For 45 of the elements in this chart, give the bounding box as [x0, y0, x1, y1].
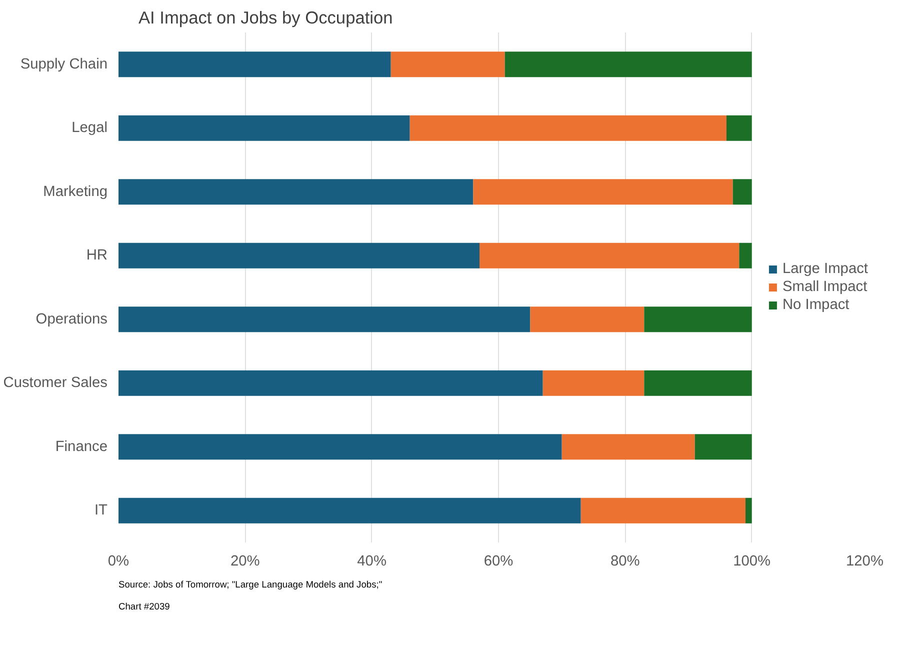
- bar: [746, 498, 752, 524]
- bar: [542, 370, 644, 396]
- text: Chart #2039: [118, 602, 170, 612]
- y-tick-label: Operations: [36, 311, 108, 328]
- bar: [644, 306, 752, 332]
- y-tick-label: Legal: [72, 120, 108, 136]
- x-tick-label: 40%: [357, 554, 387, 570]
- x-tick-label: 100%: [733, 554, 771, 570]
- bar: [739, 242, 752, 268]
- bar: [562, 434, 695, 460]
- bar: [118, 115, 410, 141]
- bar: [390, 52, 505, 78]
- y-tick-label: Finance: [55, 438, 108, 455]
- bar: [473, 179, 733, 205]
- legend-label: No Impact: [782, 297, 850, 313]
- bar: [118, 306, 530, 332]
- bar: [726, 115, 752, 141]
- x-tick-label: 120%: [846, 554, 884, 570]
- bar: [732, 179, 752, 205]
- bar: [118, 498, 581, 524]
- y-tick-label: IT: [94, 502, 108, 519]
- x-tick-label: 20%: [230, 554, 260, 570]
- bar: [644, 370, 752, 396]
- x-tick-label: 60%: [484, 554, 514, 570]
- bar: [530, 306, 644, 332]
- bar: [118, 179, 474, 205]
- bar: [580, 498, 746, 524]
- bar: [480, 242, 740, 268]
- legend-label: Large Impact: [782, 261, 868, 277]
- bar: [118, 434, 562, 460]
- legend-label: Small Impact: [782, 279, 868, 295]
- chart-title: AI Impact on Jobs by Occupation: [138, 8, 393, 28]
- bar: [118, 242, 480, 268]
- x-tick-label: 80%: [610, 554, 640, 570]
- bar: [694, 434, 752, 460]
- y-tick-label: HR: [86, 248, 108, 264]
- x-tick-label: 0%: [108, 554, 130, 570]
- source-note: Source: Jobs of Tomorrow; "Large Language Models and Jobs;": [118, 580, 382, 590]
- y-tick-label: Marketing: [43, 184, 108, 200]
- y-tick-label: Supply Chain: [20, 56, 108, 72]
- bar: [504, 52, 752, 78]
- bar: [118, 370, 543, 396]
- bar: [410, 115, 726, 141]
- bar: [118, 52, 391, 78]
- y-tick-label: Customer Sales: [3, 375, 108, 392]
